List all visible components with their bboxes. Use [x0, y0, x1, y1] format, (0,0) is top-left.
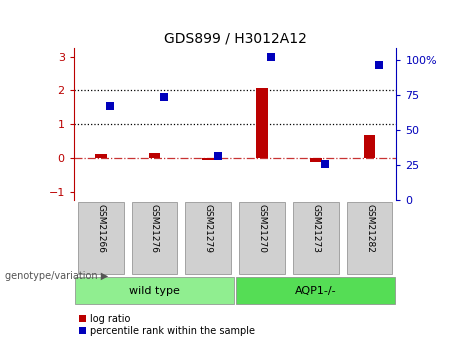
- Text: GSM21266: GSM21266: [96, 204, 105, 253]
- Point: [214, 154, 221, 159]
- Bar: [256, 88, 268, 158]
- Text: GSM21273: GSM21273: [311, 204, 320, 253]
- Point: [322, 161, 329, 167]
- FancyBboxPatch shape: [185, 201, 231, 275]
- Bar: [148, 153, 160, 158]
- FancyBboxPatch shape: [131, 201, 177, 275]
- Bar: [310, 158, 322, 162]
- Text: genotype/variation ▶: genotype/variation ▶: [5, 271, 108, 281]
- Bar: [95, 154, 106, 158]
- Legend: log ratio, percentile rank within the sample: log ratio, percentile rank within the sa…: [79, 314, 255, 336]
- Text: GSM21282: GSM21282: [365, 204, 374, 253]
- Text: wild type: wild type: [129, 286, 180, 296]
- Point: [106, 103, 114, 108]
- FancyBboxPatch shape: [78, 201, 124, 275]
- Text: AQP1-/-: AQP1-/-: [295, 286, 337, 296]
- FancyBboxPatch shape: [236, 277, 396, 304]
- Point: [268, 54, 275, 59]
- FancyBboxPatch shape: [75, 277, 234, 304]
- Text: GSM21279: GSM21279: [204, 204, 213, 253]
- Point: [375, 62, 383, 68]
- FancyBboxPatch shape: [239, 201, 285, 275]
- Bar: [364, 135, 375, 158]
- FancyBboxPatch shape: [293, 201, 339, 275]
- Bar: [202, 158, 214, 160]
- Text: GSM21276: GSM21276: [150, 204, 159, 253]
- Title: GDS899 / H3012A12: GDS899 / H3012A12: [164, 32, 307, 46]
- Text: GSM21270: GSM21270: [258, 204, 266, 253]
- Point: [160, 94, 168, 99]
- FancyBboxPatch shape: [347, 201, 392, 275]
